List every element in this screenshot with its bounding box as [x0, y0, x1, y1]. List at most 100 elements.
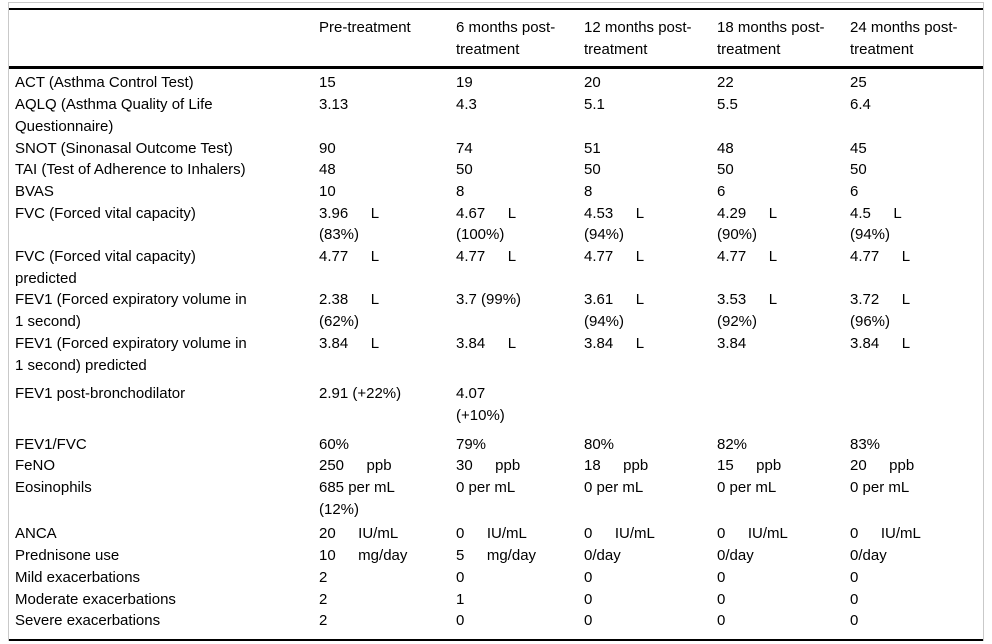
table-row: ACT (Asthma Control Test) 15 19 20 22 25	[9, 68, 983, 94]
row-label: Moderate exacerbations	[15, 590, 176, 608]
table-row: TAI (Test of Adherence to Inhalers) 48 50 5…	[9, 159, 983, 181]
value-cell: 3.84 L	[319, 334, 380, 352]
header-row: Pre-treatment 6 months post- treatment 1…	[9, 9, 983, 70]
table-row: SNOT (Sinonasal Outcome Test) 90 74 51 48 45	[9, 138, 983, 160]
row-label: FEV1 (Forced expiratory volume in 1 seco…	[15, 291, 247, 331]
value-cell: 4.77 L	[319, 248, 380, 266]
value-cell: 15 ppb	[717, 457, 782, 475]
value-cell: 0	[717, 568, 726, 586]
value-cell: 20	[584, 74, 601, 92]
row-label: ACT (Asthma Control Test)	[15, 74, 194, 92]
value-cell: 5.5	[717, 96, 738, 114]
table-row: FEV1 (Forced expiratory volume in 1 seco…	[9, 289, 983, 332]
value-cell: 3.61 L (94%)	[584, 291, 645, 331]
row-label: Prednisone use	[15, 547, 120, 565]
row-label: FVC (Forced vital capacity) predicted	[15, 248, 196, 287]
value-cell	[844, 376, 983, 426]
value-cell: 0/day	[584, 547, 621, 565]
value-cell: 0	[850, 590, 859, 608]
value-cell: 0	[584, 612, 593, 630]
value-cell: 30 ppb	[456, 457, 521, 475]
value-cell: 0 per mL	[717, 479, 777, 497]
value-cell: 3.13	[319, 96, 349, 114]
value-cell: 82%	[717, 435, 748, 453]
value-cell: 4.77 L	[850, 248, 911, 266]
value-cell: 48	[717, 139, 734, 157]
value-cell	[711, 376, 844, 426]
row-label: TAI (Test of Adherence to Inhalers)	[15, 161, 246, 179]
value-cell: 50	[456, 161, 473, 179]
value-cell: 0 per mL	[456, 479, 516, 497]
table-body: ACT (Asthma Control Test) 15 19 20 22 25 AQLQ …	[9, 68, 983, 640]
value-cell: 18 ppb	[584, 457, 649, 475]
table-row: Eosinophils 685 per mL (12%) 0 per mL 0 per…	[9, 477, 983, 520]
value-cell: 250 ppb	[319, 457, 392, 475]
value-cell: 22	[717, 74, 734, 92]
value-cell: 3.84 L	[850, 334, 911, 352]
value-cell: 0 IU/mL	[717, 525, 788, 543]
value-cell: 51	[584, 139, 601, 157]
value-cell: 10 mg/day	[319, 547, 408, 565]
value-cell: 45	[850, 139, 867, 157]
column-header-24-months: 24 months post- treatment	[844, 9, 983, 70]
value-cell: 0	[717, 590, 726, 608]
value-cell: 4.67 L (100%)	[456, 204, 517, 244]
row-label: FVC (Forced vital capacity)	[15, 204, 196, 222]
value-cell: 2.38 L (62%)	[319, 291, 380, 331]
table-row: FVC (Forced vital capacity) predicted 4.7…	[9, 246, 983, 289]
value-cell: 1	[456, 590, 465, 608]
value-cell: 50	[584, 161, 601, 179]
value-cell: 0/day	[717, 547, 754, 565]
value-cell: 83%	[850, 435, 881, 453]
value-cell: 685 per mL (12%)	[319, 479, 395, 518]
value-cell: 4.77 L	[456, 248, 517, 266]
value-cell: 3.96 L (83%)	[319, 204, 380, 244]
row-label: ANCA	[15, 525, 57, 543]
value-cell: 3.84	[717, 334, 747, 352]
value-cell: 20 ppb	[850, 457, 915, 475]
value-cell: 3.53 L (92%)	[717, 291, 778, 331]
value-cell: 4.77 L	[584, 248, 645, 266]
value-cell: 0 IU/mL	[850, 525, 921, 543]
row-label: SNOT (Sinonasal Outcome Test)	[15, 139, 233, 157]
value-cell: 4.5 L (94%)	[850, 204, 902, 244]
table-row: Mild exacerbations 2 0 0 0 0	[9, 567, 983, 589]
table-row: BVAS 10 8 8 6 6	[9, 181, 983, 203]
value-cell: 79%	[456, 435, 487, 453]
row-label: Severe exacerbations	[15, 612, 161, 630]
value-cell: 4.77 L	[717, 248, 778, 266]
value-cell: 0 per mL	[850, 479, 910, 497]
value-cell: 60%	[319, 435, 350, 453]
value-cell: 8	[584, 182, 593, 200]
value-cell: 50	[717, 161, 734, 179]
value-cell: 0 per mL	[584, 479, 644, 497]
column-header-empty	[9, 9, 313, 70]
row-label: FeNO	[15, 457, 56, 475]
row-label: FEV1/FVC	[15, 435, 87, 453]
value-cell: 2	[319, 590, 328, 608]
table-row: AQLQ (Asthma Quality of Life Questionnai…	[9, 94, 983, 137]
column-header-18-months: 18 months post- treatment	[711, 9, 844, 70]
value-cell: 6.4	[850, 96, 871, 114]
value-cell: 0/day	[850, 547, 887, 565]
value-cell: 6	[717, 182, 726, 200]
value-cell: 3.7 (99%)	[456, 291, 522, 309]
value-cell: 48	[319, 161, 336, 179]
value-cell: 0	[717, 612, 726, 630]
row-label: FEV1 post-bronchodilator	[15, 385, 186, 403]
value-cell: 0	[456, 568, 465, 586]
column-header-12-months: 12 months post- treatment	[578, 9, 711, 70]
value-cell: 6	[850, 182, 859, 200]
value-cell: 19	[456, 74, 473, 92]
value-cell: 90	[319, 139, 336, 157]
value-cell: 8	[456, 182, 465, 200]
row-label: Mild exacerbations	[15, 568, 141, 586]
value-cell: 5 mg/day	[456, 547, 537, 565]
results-table-container: Pre-treatment 6 months post- treatment 1…	[8, 2, 984, 641]
table-row: FEV1 post-bronchodilator 2.91 (+22%) 4.07 …	[9, 376, 983, 426]
value-cell: 4.3	[456, 96, 477, 114]
value-cell: 4.53 L (94%)	[584, 204, 645, 244]
value-cell: 4.29 L (90%)	[717, 204, 778, 244]
table-row: Severe exacerbations 2 0 0 0 0	[9, 610, 983, 640]
